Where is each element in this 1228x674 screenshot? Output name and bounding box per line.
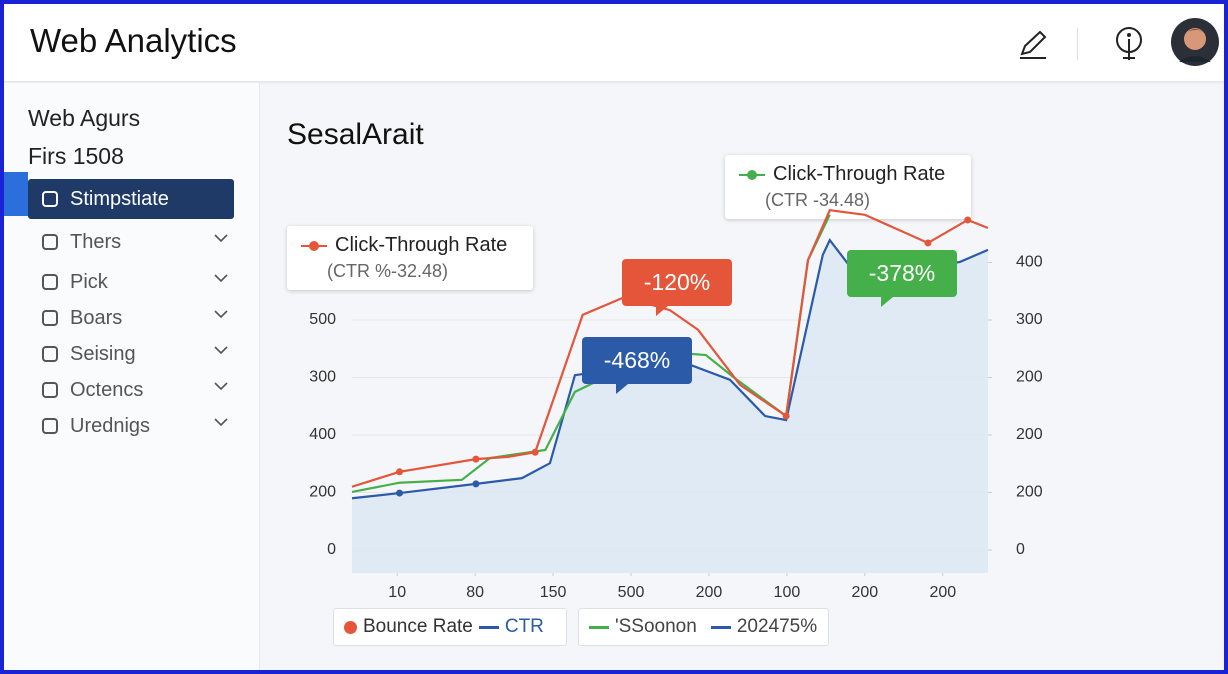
nav-icon <box>42 382 58 398</box>
tooltip-title: Click-Through Rate <box>773 163 946 185</box>
nav-item[interactable]: Urednigs <box>28 407 234 445</box>
legend: Bounce Rate CTR <box>333 608 567 646</box>
nav-item[interactable]: Stimpstiate <box>28 179 234 219</box>
nav-label: Pick <box>70 270 108 293</box>
nav-label: Urednigs <box>70 414 151 437</box>
tooltip-swatch <box>301 240 327 252</box>
top-bar: Web Analytics <box>4 4 1224 82</box>
nav-icon <box>42 274 58 290</box>
chevron <box>214 310 228 319</box>
chevron <box>214 234 228 243</box>
nav-label: Boars <box>70 306 123 329</box>
callout: -468% <box>582 337 692 394</box>
nav-item[interactable]: Octencs <box>28 371 234 409</box>
nav-item[interactable]: Pick <box>28 263 234 301</box>
legend-label: CTR <box>504 616 544 637</box>
nav-item[interactable]: Thers <box>28 223 234 261</box>
edit-icon[interactable] <box>1016 26 1052 62</box>
nav-icon <box>42 191 58 207</box>
legend-label: Bounce Rate <box>363 616 473 637</box>
divider <box>1077 28 1078 60</box>
tooltip-detail: (CTR %-32.48) <box>327 261 449 281</box>
sidebar-subheading: Firs 1508 <box>28 143 124 169</box>
info-icon[interactable] <box>1112 24 1146 64</box>
avatar[interactable] <box>1171 18 1219 66</box>
tooltip: Click-Through Rate (CTR %-32.48) <box>287 226 533 290</box>
nav-item[interactable]: Seising <box>28 335 234 373</box>
chevron <box>214 382 228 391</box>
nav-label: Octencs <box>70 378 144 401</box>
legend-swatch <box>589 625 609 629</box>
tooltip: Click-Through Rate (CTR -34.48) <box>725 155 971 219</box>
callout: -378% <box>847 250 957 307</box>
chevron <box>214 418 228 427</box>
sidebar-heading: Web Agurs <box>28 105 141 131</box>
legend-label: 'SSoonon <box>615 616 697 637</box>
nav-label: Stimpstiate <box>70 187 169 210</box>
legend-swatch <box>710 625 731 629</box>
app-title: Web Analytics <box>30 22 237 59</box>
tooltip-detail: (CTR -34.48) <box>765 190 871 210</box>
chevron <box>214 274 228 283</box>
legend-label: 202475% <box>736 616 818 637</box>
sidebar: Web Agurs Firs 1508 Stimpstiate Thers Pick… <box>4 83 260 670</box>
tooltip-swatch <box>739 169 765 181</box>
tooltip-title: Click-Through Rate <box>335 234 508 256</box>
nav-item[interactable]: Boars <box>28 299 234 337</box>
nav-icon <box>42 234 58 250</box>
legend-swatch <box>344 620 357 634</box>
nav-label: Thers <box>70 230 122 253</box>
nav-label: Seising <box>70 342 136 365</box>
legend-swatch <box>478 625 499 629</box>
nav-icon <box>42 346 58 362</box>
nav-icon <box>42 310 58 326</box>
legend: 'SSoonon 202475% <box>578 608 829 646</box>
nav-icon <box>42 418 58 434</box>
chevron <box>214 346 228 355</box>
callout: -120% <box>622 259 732 316</box>
active-indicator <box>4 172 28 216</box>
